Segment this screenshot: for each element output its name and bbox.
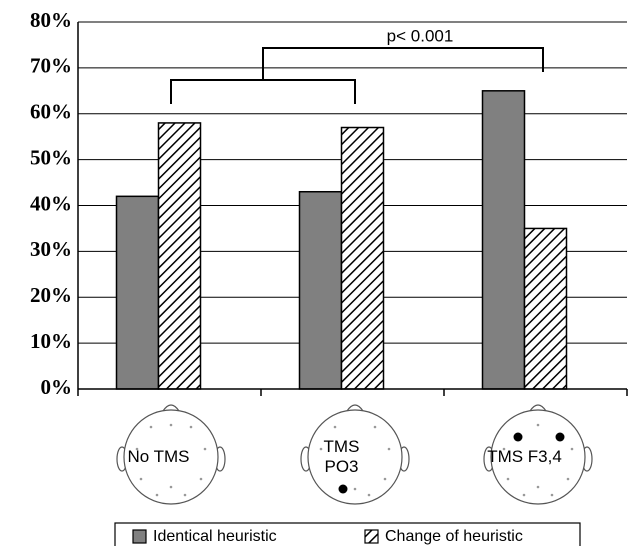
x-tick-label-box: TMS PO3 — [314, 425, 370, 489]
y-tick-label: 50% — [30, 145, 72, 169]
x-tick-label: No TMS — [127, 447, 189, 467]
bar — [525, 228, 567, 389]
legend-label: Change of heuristic — [385, 528, 523, 545]
bar — [300, 192, 342, 389]
y-tick-label: 80% — [30, 8, 72, 32]
bar — [117, 196, 159, 389]
x-tick-label-box: No TMS — [114, 425, 204, 489]
y-tick-label: 0% — [41, 375, 73, 399]
x-tick-label: TMS F3,4 — [487, 447, 562, 467]
y-tick-label: 70% — [30, 54, 72, 78]
x-tick-label: TMS PO3 — [314, 437, 370, 477]
y-tick-label: 60% — [30, 100, 72, 124]
bar — [483, 91, 525, 389]
bars — [117, 91, 567, 389]
chart: p< 0.001 Identical heuristic Change of he… — [0, 0, 629, 546]
x-tick-label-box: TMS F3,4 — [480, 425, 570, 489]
y-tick-label: 20% — [30, 283, 72, 307]
legend-swatch — [133, 530, 146, 543]
bar — [342, 128, 384, 389]
legend-label: Identical heuristic — [153, 528, 277, 545]
legend-swatch — [365, 530, 378, 543]
y-tick-label: 30% — [30, 237, 72, 261]
annotation: p< 0.001 — [387, 26, 454, 45]
y-tick-label: 40% — [30, 191, 72, 215]
bar — [159, 123, 201, 389]
y-tick-label: 10% — [30, 329, 72, 353]
